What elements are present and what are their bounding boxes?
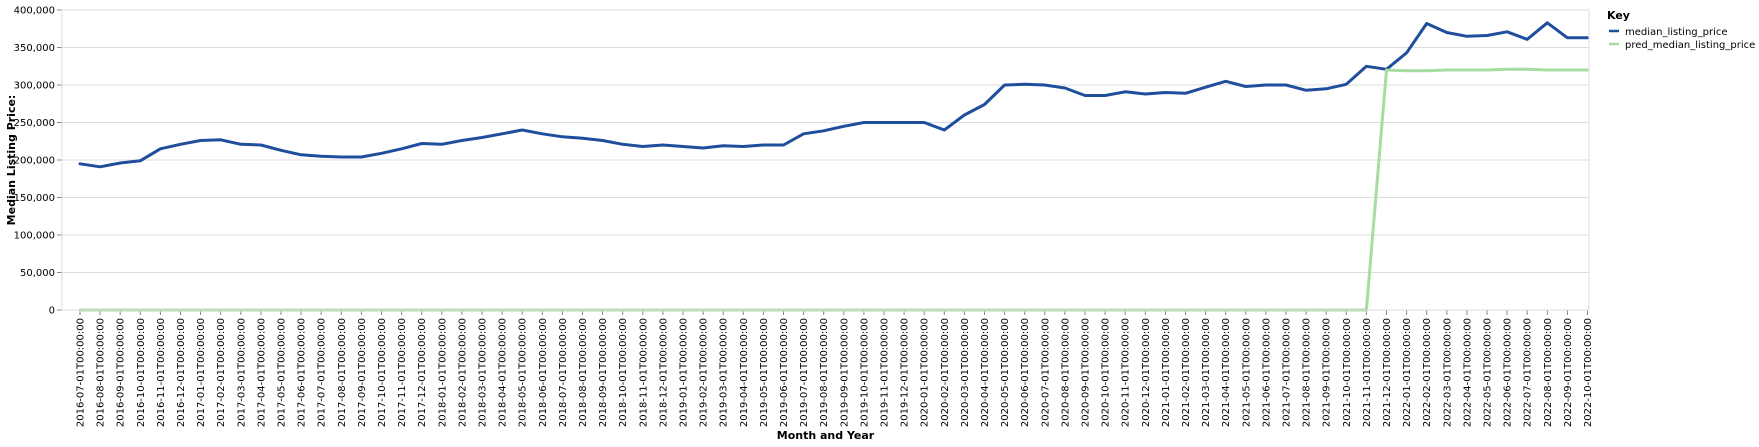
x-tick-label: 2021-12-01T00:00:00 — [1382, 318, 1393, 427]
y-tick-label: 50,000 — [20, 268, 55, 279]
x-tick-label: 2019-07-01T00:00:00 — [799, 318, 810, 427]
y-tick-label: 0 — [49, 306, 55, 317]
x-tick-label: 2020-03-01T00:00:00 — [960, 318, 971, 427]
x-tick-label: 2018-11-01T00:00:00 — [638, 318, 649, 427]
x-tick-label: 2017-04-01T00:00:00 — [256, 318, 267, 427]
x-tick-label: 2021-03-01T00:00:00 — [1201, 318, 1212, 427]
x-tick-label: 2022-05-01T00:00:00 — [1483, 318, 1494, 427]
grid-lines — [62, 9, 1589, 311]
x-tick-label: 2021-05-01T00:00:00 — [1241, 318, 1252, 427]
x-tick-label: 2021-10-01T00:00:00 — [1342, 318, 1353, 427]
x-tick-label: 2020-05-01T00:00:00 — [1000, 318, 1011, 427]
x-axis-title: Month and Year — [777, 429, 875, 442]
legend-entry-label: pred_median_listing_price — [1625, 40, 1755, 51]
x-tick-label: 2018-03-01T00:00:00 — [478, 318, 489, 427]
x-tick-label: 2020-01-01T00:00:00 — [920, 318, 931, 427]
plot-frame — [61, 9, 1590, 311]
x-tick-label: 2020-04-01T00:00:00 — [980, 318, 991, 427]
x-tick-label: 2022-06-01T00:00:00 — [1503, 318, 1514, 427]
x-tick-label: 2018-05-01T00:00:00 — [518, 318, 529, 427]
x-tick-label: 2019-05-01T00:00:00 — [759, 318, 770, 427]
x-tick-label: 2019-10-01T00:00:00 — [859, 318, 870, 427]
x-tick-label: 2021-07-01T00:00:00 — [1282, 318, 1293, 427]
x-tick-label: 2019-03-01T00:00:00 — [719, 318, 730, 427]
x-tick-label: 2019-12-01T00:00:00 — [900, 318, 911, 427]
x-tick-label: 2020-07-01T00:00:00 — [1040, 318, 1051, 427]
x-tick-label: 2016-07-01T00:00:00 — [76, 318, 87, 427]
x-tick-label: 2021-01-01T00:00:00 — [1161, 318, 1172, 427]
x-tick-label: 2022-09-01T00:00:00 — [1563, 318, 1574, 427]
x-tick-label: 2017-09-01T00:00:00 — [357, 318, 368, 427]
x-tick-label: 2017-08-01T00:00:00 — [337, 318, 348, 427]
x-tick-label: 2018-01-01T00:00:00 — [437, 318, 448, 427]
x-tick-label: 2018-02-01T00:00:00 — [457, 318, 468, 427]
y-tick-label: 300,000 — [14, 81, 55, 92]
x-tick-label: 2020-09-01T00:00:00 — [1081, 318, 1092, 427]
x-tick-label: 2016-12-01T00:00:00 — [176, 318, 187, 427]
x-tick-label: 2022-03-01T00:00:00 — [1442, 318, 1453, 427]
y-tick-label: 400,000 — [14, 6, 55, 17]
x-tick-label: 2018-07-01T00:00:00 — [558, 318, 569, 427]
x-tick-label: 2018-09-01T00:00:00 — [598, 318, 609, 427]
x-tick-label: 2019-09-01T00:00:00 — [839, 318, 850, 427]
x-tick-label: 2019-01-01T00:00:00 — [679, 318, 690, 427]
x-tick-label: 2021-02-01T00:00:00 — [1181, 318, 1192, 427]
x-tick-label: 2022-10-01T00:00:00 — [1583, 318, 1594, 427]
series-line-median_listing_price — [78, 21, 1589, 169]
x-tick-label: 2018-10-01T00:00:00 — [618, 318, 629, 427]
x-tick-label: 2018-08-01T00:00:00 — [578, 318, 589, 427]
x-tick-label: 2017-06-01T00:00:00 — [297, 318, 308, 427]
legend-title: Key — [1607, 9, 1630, 22]
x-tick-label: 2019-06-01T00:00:00 — [779, 318, 790, 427]
x-tick-label: 2018-12-01T00:00:00 — [658, 318, 669, 427]
x-axis: 2016-07-01T00:00:00 2016-08-01T00:00:00 20… — [62, 309, 1594, 427]
series-lines — [78, 21, 1589, 312]
legend-entry-label: median_listing_price — [1625, 27, 1728, 38]
x-tick-label: 2017-12-01T00:00:00 — [417, 318, 428, 427]
x-tick-label: 2017-01-01T00:00:00 — [196, 318, 207, 427]
x-tick-label: 2022-08-01T00:00:00 — [1543, 318, 1554, 427]
x-tick-label: 2021-11-01T00:00:00 — [1362, 318, 1373, 427]
x-tick-label: 2017-07-01T00:00:00 — [317, 318, 328, 427]
x-tick-label: 2020-11-01T00:00:00 — [1121, 318, 1132, 427]
x-tick-label: 2017-10-01T00:00:00 — [377, 318, 388, 427]
x-tick-label: 2017-03-01T00:00:00 — [236, 318, 247, 427]
y-tick-label: 150,000 — [14, 193, 55, 204]
x-tick-label: 2022-02-01T00:00:00 — [1422, 318, 1433, 427]
y-tick-label: 350,000 — [14, 43, 55, 54]
x-tick-label: 2016-10-01T00:00:00 — [136, 318, 147, 427]
x-tick-label: 2019-11-01T00:00:00 — [880, 318, 891, 427]
legend: Key median_listing_price pred_median_list… — [1607, 9, 1755, 51]
x-tick-label: 2019-04-01T00:00:00 — [739, 318, 750, 427]
x-tick-label: 2019-02-01T00:00:00 — [699, 318, 710, 427]
x-tick-label: 2020-10-01T00:00:00 — [1101, 318, 1112, 427]
y-tick-label: 100,000 — [14, 231, 55, 242]
x-tick-label: 2016-11-01T00:00:00 — [156, 318, 167, 427]
x-tick-label: 2018-06-01T00:00:00 — [538, 318, 549, 427]
x-tick-label: 2021-04-01T00:00:00 — [1221, 318, 1232, 427]
x-tick-label: 2020-08-01T00:00:00 — [1060, 318, 1071, 427]
x-tick-label: 2020-06-01T00:00:00 — [1020, 318, 1031, 427]
x-tick-label: 2018-04-01T00:00:00 — [498, 318, 509, 427]
x-tick-label: 2017-11-01T00:00:00 — [397, 318, 408, 427]
x-tick-label: 2021-06-01T00:00:00 — [1261, 318, 1272, 427]
x-tick-label: 2020-02-01T00:00:00 — [940, 318, 951, 427]
x-tick-label: 2022-07-01T00:00:00 — [1523, 318, 1534, 427]
x-tick-label: 2016-09-01T00:00:00 — [116, 318, 127, 427]
x-tick-label: 2017-05-01T00:00:00 — [277, 318, 288, 427]
y-axis: 0 50,000 100,000 150,000 200,000 250,000 300,0… — [14, 6, 63, 317]
x-tick-label: 2020-12-01T00:00:00 — [1141, 318, 1152, 427]
x-tick-label: 2019-08-01T00:00:00 — [819, 318, 830, 427]
x-tick-label: 2017-02-01T00:00:00 — [216, 318, 227, 427]
y-tick-label: 200,000 — [14, 156, 55, 167]
y-tick-label: 250,000 — [14, 118, 55, 129]
y-axis-title: Median Listing Price: — [5, 95, 18, 226]
x-tick-label: 2016-08-01T00:00:00 — [96, 318, 107, 427]
series-line-pred_median_listing_price — [78, 67, 1589, 312]
x-tick-label: 2021-09-01T00:00:00 — [1322, 318, 1333, 427]
x-tick-label: 2021-08-01T00:00:00 — [1302, 318, 1313, 427]
x-tick-label: 2022-04-01T00:00:00 — [1462, 318, 1473, 427]
x-tick-label: 2022-01-01T00:00:00 — [1402, 318, 1413, 427]
